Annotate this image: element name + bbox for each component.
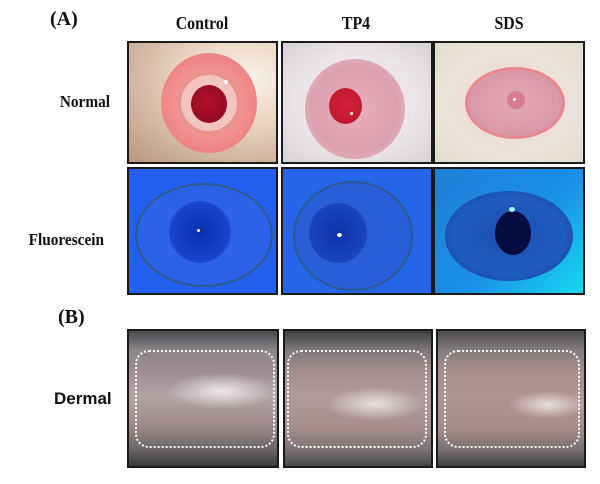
control-fluorescein-eye-image <box>127 167 278 295</box>
sds-dermal-skin-image <box>436 329 586 468</box>
tp4-normal-eye-image <box>281 41 433 164</box>
row-header-fluorescein: Fluorescein <box>28 230 105 249</box>
tp4-dermal-skin-image <box>283 329 433 468</box>
panel-a-label: (A) <box>50 8 78 30</box>
control-dermal-skin-image <box>127 329 279 468</box>
column-header-tp4: TP4 <box>341 13 371 33</box>
control-normal-eye-image <box>127 41 278 164</box>
sds-normal-eye-image <box>433 41 585 164</box>
test-area-outline <box>444 350 580 448</box>
test-area-outline <box>287 350 427 448</box>
row-header-normal: Normal <box>59 92 110 111</box>
row-header-dermal: Dermal <box>54 389 112 408</box>
test-area-outline <box>135 350 275 448</box>
panel-b-label: (B) <box>58 306 85 328</box>
column-header-control: Control <box>175 13 229 33</box>
sds-fluorescein-eye-image <box>433 167 585 295</box>
column-header-sds: SDS <box>494 13 524 33</box>
tp4-fluorescein-eye-image <box>281 167 433 295</box>
